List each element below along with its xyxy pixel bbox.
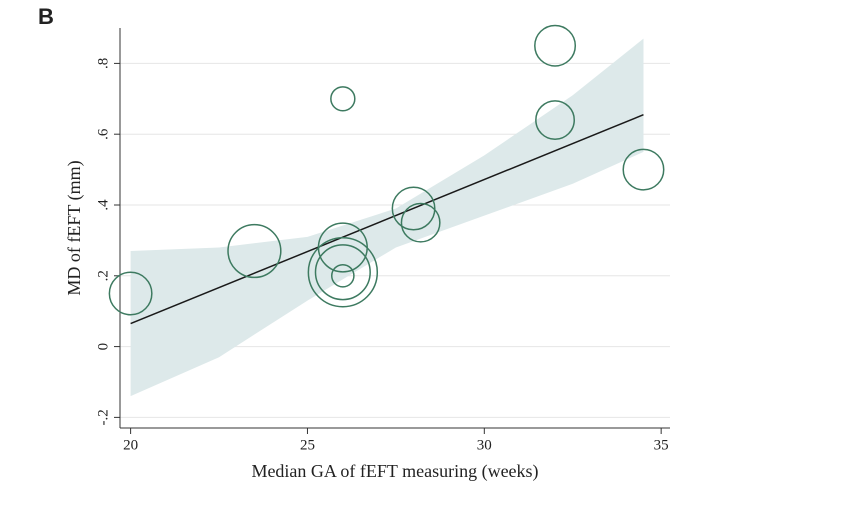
bubble	[535, 100, 575, 140]
y-tick-label: .2	[95, 270, 111, 281]
y-tick-label: .6	[95, 128, 111, 140]
y-tick-label: 0	[95, 343, 111, 351]
y-tick-label: .4	[95, 199, 111, 211]
bubble	[391, 186, 436, 231]
panel-label: B	[38, 4, 54, 29]
x-axis-title: Median GA of fEFT measuring (weeks)	[251, 461, 538, 482]
bubble	[400, 202, 441, 243]
x-tick-label: 20	[123, 437, 138, 453]
bubble	[330, 86, 356, 112]
confidence-band	[130, 38, 644, 397]
bubble	[314, 244, 371, 301]
x-tick-label: 35	[654, 437, 669, 453]
y-tick-label: -.2	[95, 409, 111, 425]
x-tick-label: 25	[300, 437, 315, 453]
x-tick-label: 30	[477, 437, 492, 453]
bubble	[622, 148, 665, 191]
bubble	[534, 24, 577, 67]
y-tick-label: .8	[95, 58, 111, 69]
bubble	[227, 223, 282, 279]
bubble	[108, 271, 153, 316]
fit-line	[130, 114, 644, 325]
bubble	[307, 237, 379, 308]
bubble	[330, 263, 355, 288]
y-axis-title: MD of fEFT (mm)	[64, 160, 85, 295]
